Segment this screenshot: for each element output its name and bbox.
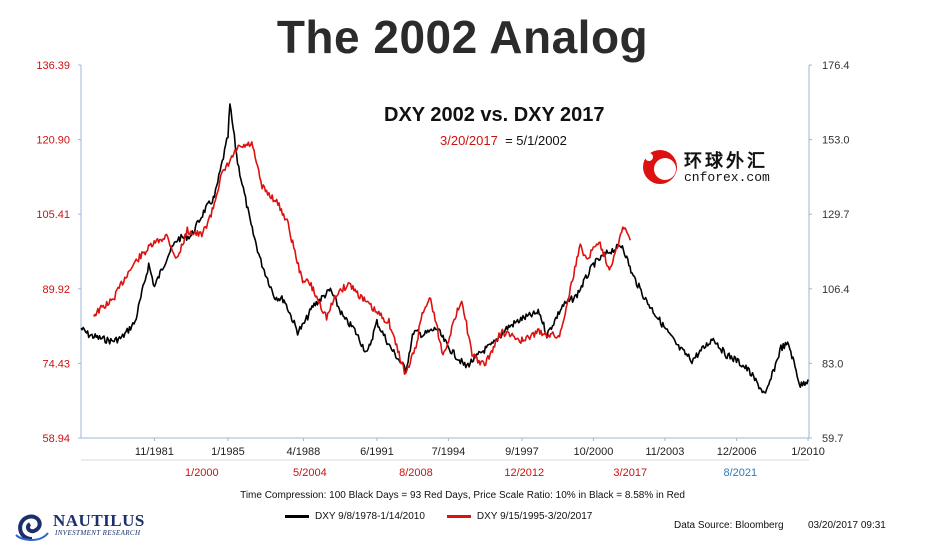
x-top-tick-label: 1/1985 <box>211 446 245 458</box>
timestamp: 03/20/2017 09:31 <box>808 520 886 531</box>
chart-legend: DXY 9/8/1978-1/14/2010 DXY 9/15/1995-3/2… <box>285 511 592 522</box>
chart-lines <box>80 103 809 394</box>
x-bottom-tick-label: 8/2021 <box>723 467 757 479</box>
legend-item-red: DXY 9/15/1995-3/20/2017 <box>446 511 593 522</box>
left-tick-label: 58.94 <box>42 433 70 445</box>
left-tick-label: 105.41 <box>36 209 70 221</box>
left-tick-label: 136.39 <box>36 60 70 72</box>
nautilus-logo-icon <box>12 505 52 550</box>
left-tick-label: 74.43 <box>42 358 70 370</box>
right-tick-label: 129.7 <box>822 209 850 221</box>
right-tick-label: 59.7 <box>822 433 843 445</box>
x-bottom-tick-label: 3/2017 <box>613 467 647 479</box>
x-top-tick-label: 1/2010 <box>791 446 825 458</box>
left-tick-label: 89.92 <box>42 284 70 296</box>
right-tick-label: 83.0 <box>822 358 843 370</box>
chart-subtitle: DXY 2002 vs. DXY 2017 <box>384 104 605 126</box>
watermark-url: cnforex.com <box>684 170 770 185</box>
compression-caption: Time Compression: 100 Black Days = 93 Re… <box>240 490 685 501</box>
x-top-tick-label: 10/2000 <box>574 446 614 458</box>
x-top-tick-label: 9/1997 <box>505 446 539 458</box>
cnforex-logo-icon <box>640 147 680 192</box>
date-equivalence-rest: = 5/1/2002 <box>505 133 567 148</box>
chart-title: The 2002 Analog <box>276 11 649 63</box>
x-bottom-tick-label: 1/2000 <box>185 467 219 479</box>
x-top-tick-label: 4/1988 <box>287 446 321 458</box>
chart-tick-labels: 136.39 120.90 105.41 89.92 74.43 58.94 176.4 15… <box>36 60 849 479</box>
chart-axes <box>78 64 812 461</box>
x-bottom-tick-label: 5/2004 <box>293 467 327 479</box>
date-equivalence-red: 3/20/2017 <box>440 133 498 148</box>
x-top-tick-label: 7/1994 <box>432 446 466 458</box>
right-tick-label: 176.4 <box>822 60 850 72</box>
x-top-tick-label: 11/2003 <box>645 446 684 458</box>
right-tick-label: 153.0 <box>822 135 850 147</box>
data-source: Data Source: Bloomberg <box>674 520 784 531</box>
series-line-black <box>80 103 809 394</box>
x-bottom-tick-label: 8/2008 <box>399 467 433 479</box>
legend-item-black: DXY 9/8/1978-1/14/2010 <box>285 511 425 522</box>
left-tick-label: 120.90 <box>36 135 70 147</box>
series-line-red <box>92 141 631 375</box>
brand-name: NAUTILUS <box>53 511 145 530</box>
watermark-cn: 环球外汇 <box>684 151 768 171</box>
legend-label-red: DXY 9/15/1995-3/20/2017 <box>476 511 593 522</box>
x-top-tick-label: 12/2006 <box>717 446 757 458</box>
legend-label-black: DXY 9/8/1978-1/14/2010 <box>315 511 425 522</box>
legend-swatch-black <box>285 515 309 518</box>
x-top-tick-label: 6/1991 <box>360 446 394 458</box>
legend-swatch-red <box>446 515 471 518</box>
date-equivalence: 3/20/2017 = 5/1/2002 <box>440 133 567 148</box>
brand-sub: INVESTMENT RESEARCH <box>55 529 141 537</box>
x-bottom-tick-label: 12/2012 <box>504 467 544 479</box>
x-top-tick-label: 11/1981 <box>135 446 174 458</box>
right-tick-label: 106.4 <box>822 284 850 296</box>
